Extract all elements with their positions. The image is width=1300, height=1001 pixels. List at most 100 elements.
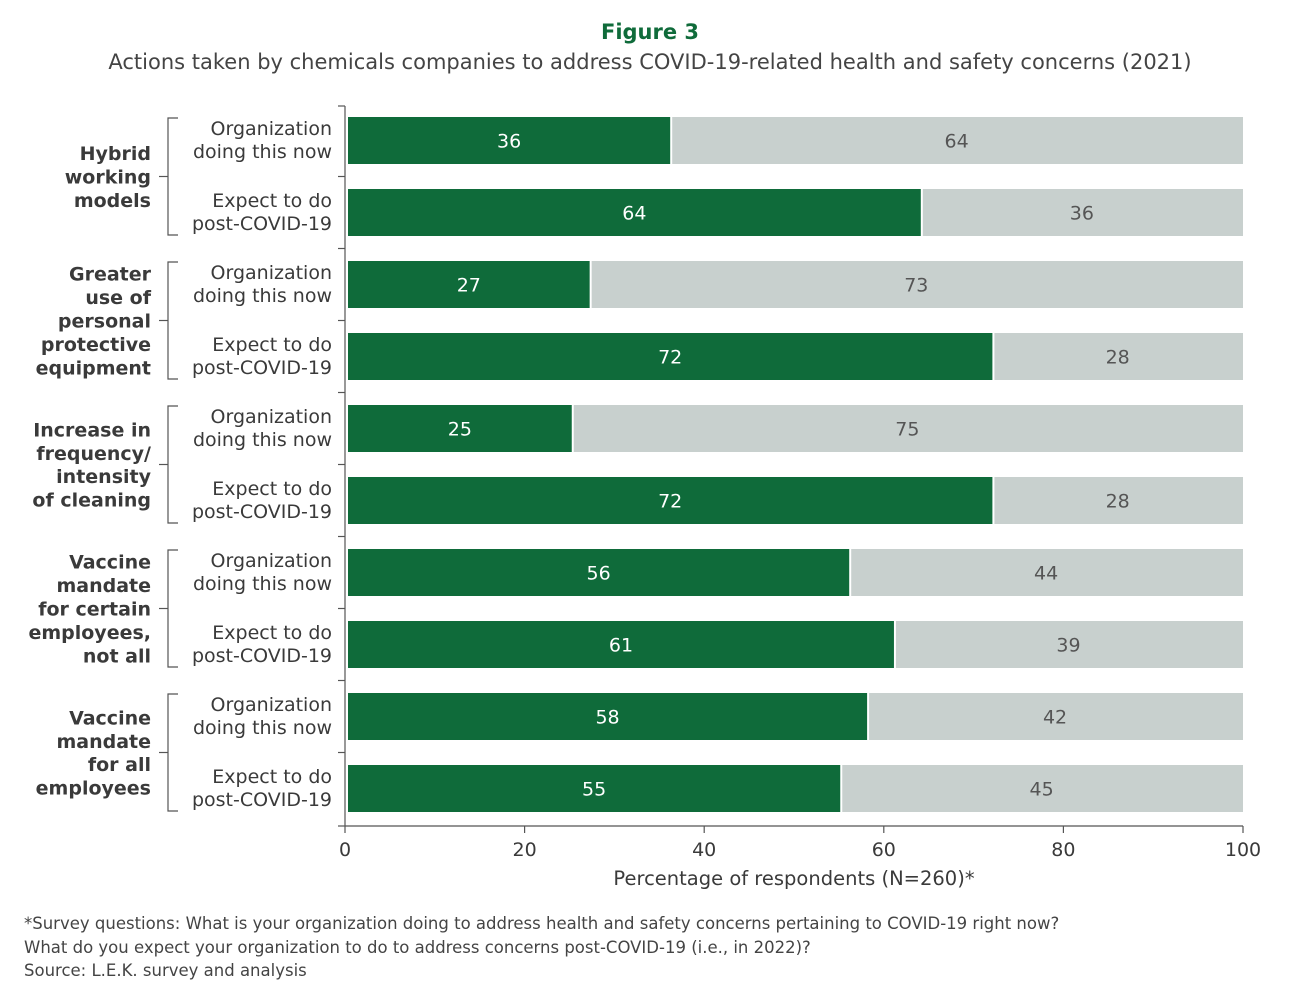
- bar-segment-primary: [348, 693, 868, 740]
- data-label-primary: 61: [609, 635, 633, 657]
- bar-segment-primary: [348, 477, 993, 524]
- x-tick-label: 80: [1051, 839, 1075, 861]
- footnote-line-1: *Survey questions: What is your organiza…: [24, 914, 1060, 933]
- bar-segment-primary: [348, 189, 921, 236]
- x-tick-label: 100: [1225, 839, 1261, 861]
- row-label: post-COVID-19: [192, 501, 332, 523]
- group-label: mandate: [56, 731, 151, 753]
- group-label: not all: [83, 645, 151, 667]
- bar-segment-remainder: [994, 477, 1243, 524]
- group-bracket: [167, 693, 178, 812]
- group-label: frequency/: [36, 443, 151, 465]
- row-label: Expect to do: [212, 766, 332, 788]
- footnote-source: Source: L.E.K. survey and analysis: [24, 961, 307, 980]
- row-label: Organization: [211, 406, 332, 428]
- row-label: Expect to do: [212, 190, 332, 212]
- row-label: Expect to do: [212, 334, 332, 356]
- group-label: Greater: [69, 264, 152, 286]
- data-label-remainder: 64: [945, 131, 969, 153]
- data-label-primary: 72: [658, 491, 682, 513]
- bar-segment-remainder: [869, 693, 1243, 740]
- footnote-line-2: What do you expect your organization to …: [24, 937, 811, 957]
- group-label: intensity: [56, 466, 151, 488]
- data-label-primary: 72: [658, 347, 682, 369]
- group-bracket: [167, 405, 178, 524]
- x-tick-label: 0: [339, 839, 351, 861]
- bar-segment-remainder: [573, 405, 1243, 452]
- chart-title: Actions taken by chemicals companies to …: [108, 50, 1192, 74]
- group-bracket: [167, 261, 178, 380]
- bar-segment-remainder: [994, 333, 1243, 380]
- bar-segment-remainder: [895, 621, 1243, 668]
- group-label: for certain: [38, 599, 151, 621]
- row-label: Organization: [211, 262, 332, 284]
- row-label: doing this now: [193, 717, 332, 739]
- x-tick-label: 60: [872, 839, 896, 861]
- data-label-remainder: 45: [1030, 779, 1054, 801]
- bar-segment-remainder: [672, 117, 1243, 164]
- row-label: post-COVID-19: [192, 357, 332, 379]
- group-label: Increase in: [33, 419, 151, 441]
- row-label: doing this now: [193, 285, 332, 307]
- row-label: doing this now: [193, 573, 332, 595]
- figure-label: Figure 3: [600, 20, 700, 44]
- data-label-primary: 58: [595, 707, 619, 729]
- x-tick-label: 40: [692, 839, 716, 861]
- bar-segment-primary: [348, 405, 572, 452]
- stacked-bar-chart: 0 20 40 60 80 100 Percentage of respondents (N…: [28, 105, 1261, 890]
- row-label: post-COVID-19: [192, 789, 332, 811]
- group-label: employees: [36, 778, 151, 800]
- group-label: for all: [88, 754, 151, 776]
- data-label-remainder: 44: [1034, 563, 1058, 585]
- footnotes: *Survey questions: What is your organiza…: [24, 912, 1284, 983]
- group-bracket: [167, 117, 178, 236]
- data-label-remainder: 39: [1056, 635, 1080, 657]
- group-label: Hybrid: [80, 143, 151, 165]
- group-bracket: [167, 549, 178, 668]
- bar-segment-primary: [348, 117, 671, 164]
- group-label: equipment: [36, 357, 151, 379]
- data-label-primary: 25: [448, 419, 472, 441]
- data-label-primary: 27: [457, 275, 481, 297]
- data-label-remainder: 42: [1043, 707, 1067, 729]
- data-label-primary: 56: [587, 563, 611, 585]
- data-label-remainder: 28: [1106, 347, 1130, 369]
- group-label: use of: [85, 287, 151, 309]
- row-label: doing this now: [193, 141, 332, 163]
- bar-segment-remainder: [591, 261, 1243, 308]
- data-label-remainder: 73: [904, 275, 928, 297]
- bar-segment-remainder: [842, 765, 1243, 812]
- group-label: personal: [58, 311, 151, 333]
- group-label: working: [65, 167, 151, 189]
- group-label: mandate: [56, 575, 151, 597]
- group-label: of cleaning: [32, 490, 151, 512]
- data-label-primary: 55: [582, 779, 606, 801]
- bar-segment-primary: [348, 261, 590, 308]
- data-label-remainder: 75: [895, 419, 919, 441]
- group-label: employees,: [28, 622, 151, 644]
- group-label: Vaccine: [69, 707, 151, 729]
- group-label: protective: [41, 334, 151, 356]
- row-label: Organization: [211, 550, 332, 572]
- group-label: models: [74, 190, 151, 212]
- data-label-primary: 64: [622, 203, 646, 225]
- row-label: Expect to do: [212, 622, 332, 644]
- group-label: Vaccine: [69, 552, 151, 574]
- bar-segment-primary: [348, 333, 993, 380]
- bar-segment-primary: [348, 765, 841, 812]
- row-label: Organization: [211, 694, 332, 716]
- bar-segment-remainder: [922, 189, 1243, 236]
- row-label: Expect to do: [212, 478, 332, 500]
- row-label: Organization: [211, 118, 332, 140]
- data-label-primary: 36: [497, 131, 521, 153]
- x-axis-title: Percentage of respondents (N=260)*: [613, 867, 974, 890]
- bar-segment-primary: [348, 549, 850, 596]
- bar-segment-primary: [348, 621, 894, 668]
- x-tick-label: 20: [513, 839, 537, 861]
- row-label: doing this now: [193, 429, 332, 451]
- row-label: post-COVID-19: [192, 645, 332, 667]
- data-label-remainder: 36: [1070, 203, 1094, 225]
- row-label: post-COVID-19: [192, 213, 332, 235]
- data-label-remainder: 28: [1106, 491, 1130, 513]
